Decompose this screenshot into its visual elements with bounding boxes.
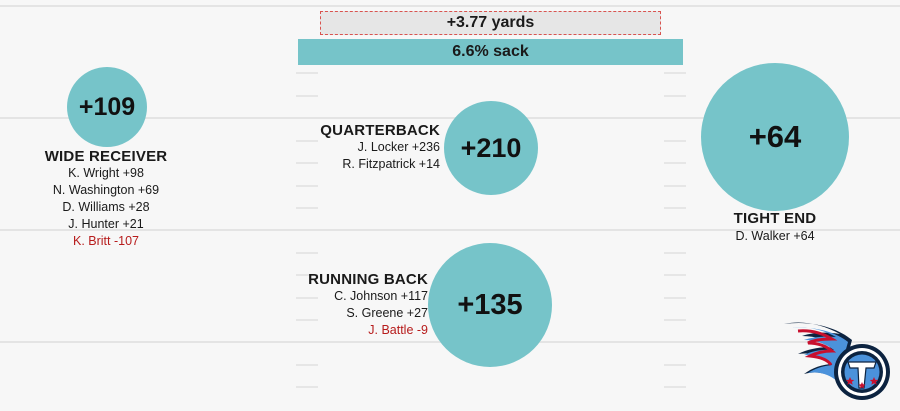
players-wide-receiver: K. Wright +98 N. Washington +69 D. Willi… — [0, 165, 212, 250]
player-line-negative: J. Battle -9 — [368, 323, 428, 337]
titans-logo-icon — [784, 322, 890, 400]
player-line: C. Johnson +117 — [334, 289, 428, 303]
player-line: N. Washington +69 — [52, 183, 160, 197]
player-line: J. Locker +236 — [357, 140, 440, 154]
bubble-tight-end: +64 — [701, 63, 849, 211]
bubble-wide-receiver: +109 — [67, 67, 147, 147]
title-quarterback: QUARTERBACK — [320, 122, 440, 139]
players-running-back: C. Johnson +117 S. Greene +27 J. Battle … — [334, 288, 428, 339]
player-line: S. Greene +27 — [346, 306, 428, 320]
bubble-running-back: +135 — [428, 243, 552, 367]
player-line: D. Williams +28 — [62, 200, 150, 214]
players-quarterback: J. Locker +236 R. Fitzpatrick +14 — [342, 139, 440, 173]
field-line — [0, 117, 900, 119]
players-tight-end: D. Walker +64 — [660, 228, 890, 245]
title-tight-end: TIGHT END — [733, 210, 817, 227]
player-line: K. Wright +98 — [68, 166, 144, 180]
player-line-negative: K. Britt -107 — [73, 234, 139, 248]
title-running-back: RUNNING BACK — [308, 271, 428, 288]
yards-summary: +3.77 yards — [320, 11, 661, 35]
player-line: D. Walker +64 — [735, 229, 815, 243]
sack-rate-bar: 6.6% sack — [298, 39, 683, 65]
field-line — [0, 5, 900, 7]
player-line: R. Fitzpatrick +14 — [342, 157, 440, 171]
player-line: J. Hunter +21 — [68, 217, 144, 231]
title-wide-receiver: WIDE RECEIVER — [44, 148, 168, 165]
bubble-quarterback: +210 — [444, 101, 538, 195]
field-line — [0, 229, 900, 231]
